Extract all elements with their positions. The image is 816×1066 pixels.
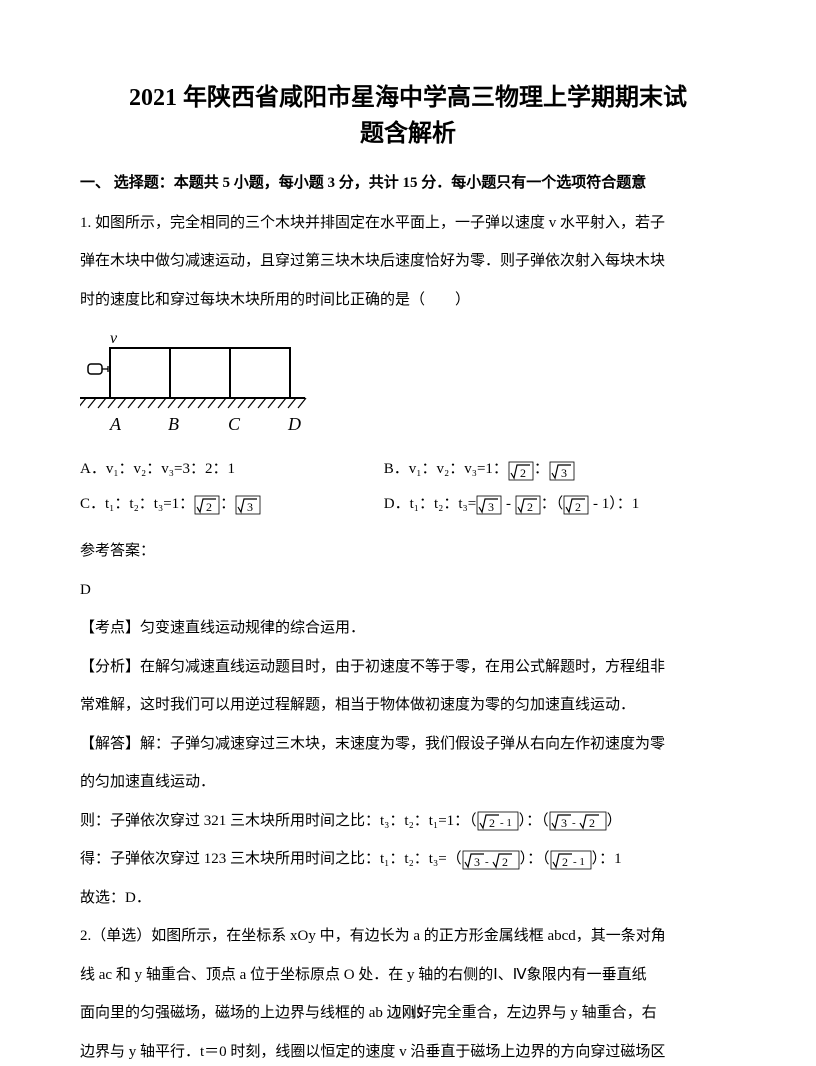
svg-text:2: 2 bbox=[527, 500, 533, 514]
section-heading: 一、 选择题：本题共 5 小题，每小题 3 分，共计 15 分．每小题只有一个选… bbox=[80, 172, 736, 195]
exp6-end: ） bbox=[607, 813, 622, 829]
opt-d-mid1: - bbox=[502, 496, 515, 512]
sqrt3-icon: 3 bbox=[476, 494, 502, 514]
exp7-end: ）：1 bbox=[592, 851, 622, 867]
opt-d-mid3: - 1）：1 bbox=[589, 496, 639, 512]
q1-figure: v A B C D bbox=[80, 328, 310, 438]
page-title: 2021 年陕西省咸阳市星海中学高三物理上学期期末试 题含解析 bbox=[80, 80, 736, 152]
fig-a-label: A bbox=[109, 414, 122, 434]
svg-text:2: 2 bbox=[520, 466, 526, 480]
q1-stem-line3: 时的速度比和穿过每块木块所用的时间比正确的是（ ） bbox=[80, 286, 736, 315]
sqrt2-icon: 2 bbox=[194, 494, 220, 514]
sqrt2-icon: 2 bbox=[515, 494, 541, 514]
svg-text:-: - bbox=[572, 817, 576, 829]
sqrt3-icon: 3 bbox=[549, 460, 575, 480]
answer-label: 参考答案： bbox=[80, 537, 736, 566]
sqrt3-icon: 3 bbox=[235, 494, 261, 514]
svg-text:- 1: - 1 bbox=[573, 856, 585, 868]
title-line1: 2021 年陕西省咸阳市星海中学高三物理上学期期末试 bbox=[129, 85, 687, 111]
opt-c-mid: ： bbox=[220, 496, 235, 512]
svg-text:-: - bbox=[485, 856, 489, 868]
q1-stem-line2: 弹在木块中做匀减速运动，且穿过第三块木块后速度恰好为零．则子弹依次射入每块木块 bbox=[80, 247, 736, 276]
exp-line: 【考点】匀变速直线运动规律的综合运用． bbox=[80, 614, 736, 643]
q2-stem-line1: 2.（单选）如图所示，在坐标系 xOy 中，有边长为 a 的正方形金属线框 ab… bbox=[80, 922, 736, 951]
opt-c-pre: C．t₁：t₂：t₃=1： bbox=[80, 496, 194, 512]
q1-options: A．v₁：v₂：v₃=3：2：1 B．v₁：v₂：v₃=1： 2 ： 3 C．t₁：t… bbox=[80, 452, 736, 521]
svg-text:2: 2 bbox=[575, 500, 581, 514]
sqrt3-icon: 3- 2 bbox=[549, 811, 607, 831]
svg-text:3: 3 bbox=[561, 816, 567, 830]
svg-text:2: 2 bbox=[502, 855, 508, 869]
svg-text:2: 2 bbox=[206, 500, 212, 514]
sqrt2-icon: 2 bbox=[508, 460, 534, 480]
svg-text:2: 2 bbox=[562, 855, 568, 869]
exp6-mid: ）：（ bbox=[519, 813, 549, 829]
fig-v-label: v bbox=[110, 330, 118, 347]
title-line2: 题含解析 bbox=[360, 121, 456, 147]
fig-b-label: B bbox=[168, 414, 179, 434]
exp7-pre: 得：子弹依次穿过 123 三木块所用时间之比：t₁：t₂：t₃=（ bbox=[80, 851, 462, 867]
svg-text:3: 3 bbox=[561, 466, 567, 480]
exp-line: 故选：D． bbox=[80, 884, 736, 913]
answer-value: D bbox=[80, 576, 736, 605]
exp6-pre: 则：子弹依次穿过 321 三木块所用时间之比：t₃：t₂：t₁=1：（ bbox=[80, 813, 477, 829]
sqrt2-icon: 2 - 1 bbox=[550, 850, 592, 870]
opt-b-pre: B．v₁：v₂：v₃=1： bbox=[384, 461, 508, 477]
q2-stem-line2: 线 ac 和 y 轴重合、顶点 a 位于坐标原点 O 处．在 y 轴的右侧的Ⅰ、… bbox=[80, 961, 736, 990]
exp-line: 的匀加速直线运动． bbox=[80, 768, 736, 797]
svg-text:- 1: - 1 bbox=[500, 817, 512, 829]
opt-d-mid2: ：（ bbox=[541, 496, 564, 512]
svg-text:2: 2 bbox=[489, 816, 495, 830]
exp-line: 【分析】在解匀减速直线运动题目时，由于初速度不等于零，在用公式解题时，方程组非 bbox=[80, 653, 736, 682]
svg-text:3: 3 bbox=[488, 500, 494, 514]
svg-text:3: 3 bbox=[247, 500, 253, 514]
svg-text:2: 2 bbox=[589, 816, 595, 830]
page-footer: 1 / 15 bbox=[0, 1001, 816, 1026]
exp-line6: 则：子弹依次穿过 321 三木块所用时间之比：t₃：t₂：t₁=1：（ 2 - 1 ）… bbox=[80, 807, 736, 836]
exp-line: 【解答】解：子弹匀减速穿过三木块，末速度为零，我们假设子弹从右向左作初速度为零 bbox=[80, 730, 736, 759]
svg-text:3: 3 bbox=[474, 855, 480, 869]
opt-d-pre: D．t₁：t₂：t₃= bbox=[384, 496, 476, 512]
sqrt2-icon: 2 - 1 bbox=[477, 811, 519, 831]
q1-stem-line1: 1. 如图所示，完全相同的三个木块并排固定在水平面上，一子弹以速度 v 水平射入… bbox=[80, 209, 736, 238]
sqrt2-icon: 2 bbox=[563, 494, 589, 514]
exp-line: 常难解，这时我们可以用逆过程解题，相当于物体做初速度为零的匀加速直线运动． bbox=[80, 691, 736, 720]
exp7-mid: ）：（ bbox=[520, 851, 550, 867]
fig-c-label: C bbox=[228, 414, 241, 434]
sqrt3-icon: 3- 2 bbox=[462, 850, 520, 870]
opt-b-mid: ： bbox=[534, 461, 549, 477]
fig-d-label: D bbox=[287, 414, 301, 434]
q2-stem-line4: 边界与 y 轴平行．t＝0 时刻，线圈以恒定的速度 v 沿垂直于磁场上边界的方向… bbox=[80, 1038, 736, 1066]
opt-a: A．v₁：v₂：v₃=3：2：1 bbox=[80, 461, 235, 477]
exp-line7: 得：子弹依次穿过 123 三木块所用时间之比：t₁：t₂：t₃=（3- 2）：（… bbox=[80, 845, 736, 874]
